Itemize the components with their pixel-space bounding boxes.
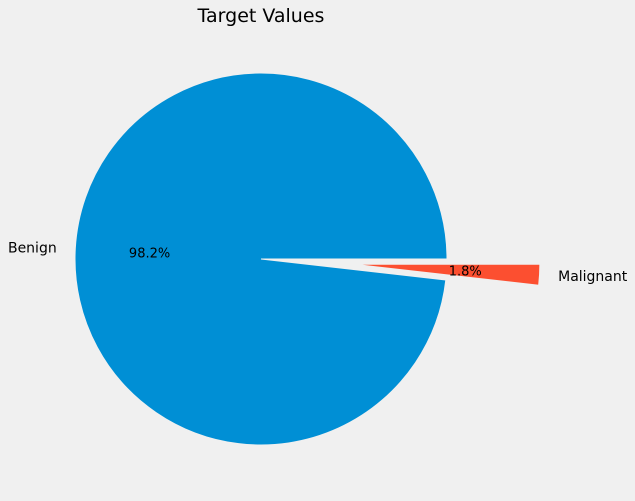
pie-percent-label-benign: 98.2%	[129, 247, 170, 262]
pie-percent-label-malignant: 1.8%	[449, 265, 482, 280]
pie-slice-benign	[74, 72, 448, 446]
pie-slice-malignant	[353, 263, 541, 286]
pie-category-label-benign: Benign	[8, 240, 57, 256]
pie-category-label-malignant: Malignant	[558, 269, 628, 285]
chart-title: Target Values	[197, 5, 325, 27]
